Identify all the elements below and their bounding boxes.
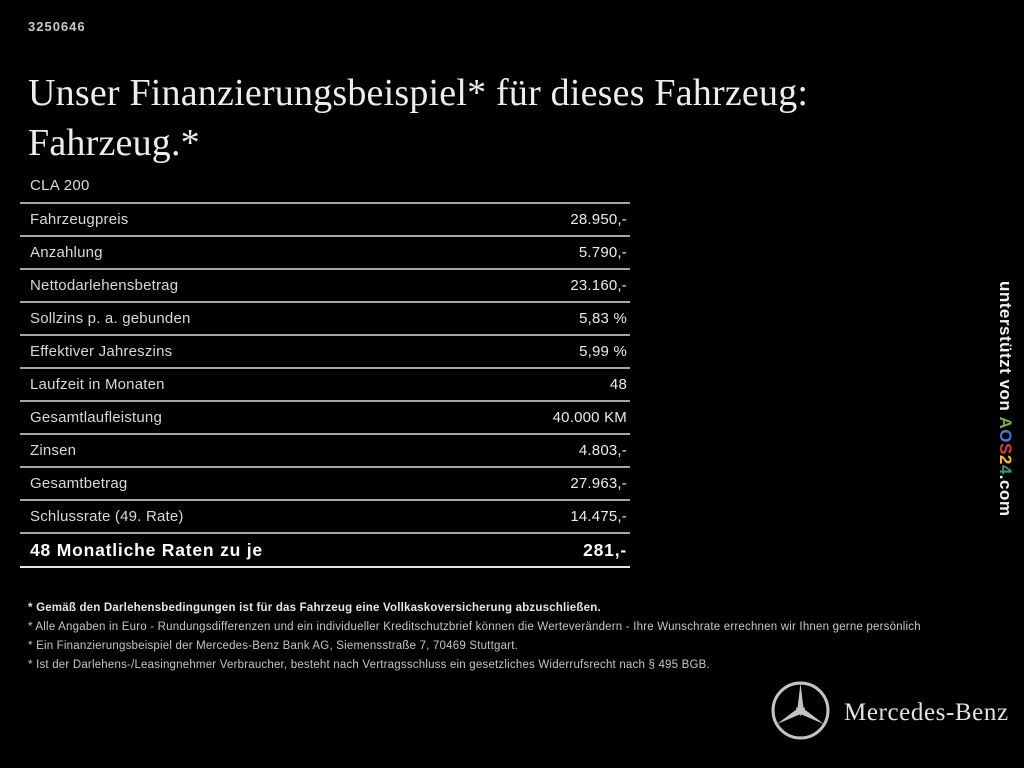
row-value: 5,99 % <box>579 343 627 360</box>
row-label: Gesamtlaufleistung <box>30 409 163 426</box>
table-total-row: 48 Monatliche Raten zu je 281,- <box>20 532 630 568</box>
supporter-prefix: unterstützt von <box>996 281 1015 417</box>
table-row: Nettodarlehensbetrag 23.160,- <box>20 268 630 301</box>
table-row: Gesamtlaufleistung 40.000 KM <box>20 400 630 433</box>
row-value: 4.803,- <box>578 442 627 459</box>
footnote-item: * Ein Finanzierungsbeispiel der Mercedes… <box>28 640 518 652</box>
model-label: CLA 200 <box>30 177 90 194</box>
title-line-2: Fahrzeug.* <box>28 122 200 164</box>
brand-letter: O <box>996 429 1015 444</box>
row-label: Nettodarlehensbetrag <box>30 277 179 294</box>
row-label: Sollzins p. a. gebunden <box>30 310 191 327</box>
footnote-item: * Alle Angaben in Euro - Rundungsdiffere… <box>28 621 921 633</box>
table-row: Schlussrate (49. Rate) 14.475,- <box>20 499 630 532</box>
mercedes-wordmark: Mercedes-Benz <box>844 699 1009 726</box>
row-value: 28.950,- <box>570 211 627 228</box>
table-row: Zinsen 4.803,- <box>20 433 630 466</box>
mercedes-star-icon <box>770 680 831 741</box>
footnote-item: * Ist der Darlehens-/Leasingnehmer Verbr… <box>28 659 710 671</box>
finance-table: Fahrzeugpreis 28.950,- Anzahlung 5.790,-… <box>20 202 630 568</box>
row-value: 14.475,- <box>570 508 627 525</box>
row-value: 40.000 KM <box>552 409 627 426</box>
brand-letter: 2 <box>996 454 1015 465</box>
brand-letter: S <box>996 443 1015 455</box>
row-label: Gesamtbetrag <box>30 475 128 492</box>
table-row: Effektiver Jahreszins 5,99 % <box>20 334 630 367</box>
title-line-1: Unser Finanzierungsbeispiel* für dieses … <box>28 72 809 114</box>
row-value: 48 <box>609 376 627 393</box>
row-value: 5.790,- <box>578 244 627 261</box>
brand-letter: A <box>996 416 1015 430</box>
table-row: Gesamtbetrag 27.963,- <box>20 466 630 499</box>
row-value: 5,83 % <box>579 310 627 327</box>
row-label: Zinsen <box>30 442 77 459</box>
table-row: Fahrzeugpreis 28.950,- <box>20 202 630 235</box>
aos24-logo-text: AOS24 <box>996 417 1015 475</box>
footnotes: * Gemäß den Darlehensbedingungen ist für… <box>28 599 1008 675</box>
table-row: Anzahlung 5.790,- <box>20 235 630 268</box>
table-row: Sollzins p. a. gebunden 5,83 % <box>20 301 630 334</box>
supporter-banner: unterstützt von AOS24.com <box>995 281 1015 516</box>
row-label: Fahrzeugpreis <box>30 211 129 228</box>
row-label: Schlussrate (49. Rate) <box>30 508 184 525</box>
table-row: Laufzeit in Monaten 48 <box>20 367 630 400</box>
row-label: Effektiver Jahreszins <box>30 343 173 360</box>
supporter-suffix: .com <box>996 474 1015 517</box>
order-code: 3250646 <box>28 19 86 34</box>
page-title: Unser Finanzierungsbeispiel* für dieses … <box>28 68 988 168</box>
total-row-label: 48 Monatliche Raten zu je <box>30 539 263 560</box>
row-value: 23.160,- <box>570 277 627 294</box>
row-label: Laufzeit in Monaten <box>30 376 165 393</box>
row-value: 27.963,- <box>570 475 627 492</box>
row-label: Anzahlung <box>30 244 103 261</box>
brand-letter: 4 <box>996 464 1015 475</box>
total-row-value: 281,- <box>583 539 627 560</box>
footnote-item: * Gemäß den Darlehensbedingungen ist für… <box>28 602 601 614</box>
